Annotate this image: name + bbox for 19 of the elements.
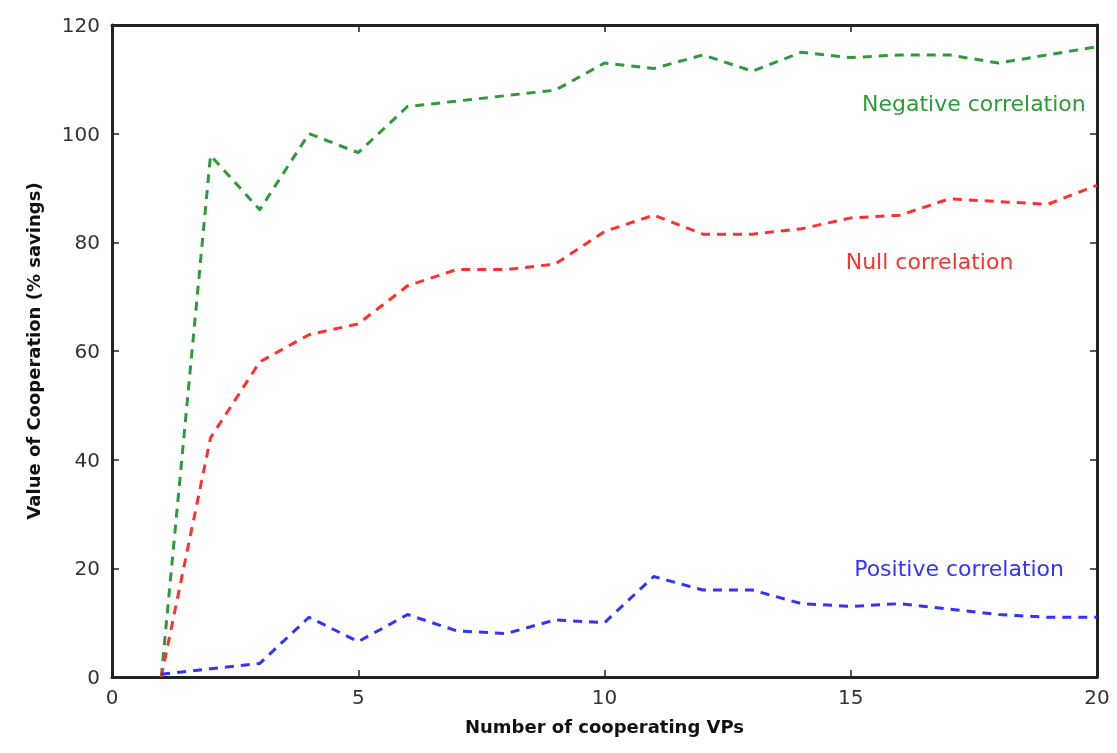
series-label: Positive correlation (854, 555, 1065, 581)
series-label: Null correlation (845, 248, 1014, 274)
x-tick-label: 10 (591, 685, 618, 709)
x-tick-label: 0 (105, 685, 119, 709)
y-tick-label: 20 (74, 556, 100, 581)
y-tick-label: 100 (61, 121, 100, 146)
y-tick-label: 120 (61, 13, 100, 37)
y-tick-label: 80 (74, 230, 100, 255)
line-series (159, 183, 1099, 679)
line-series (159, 574, 1099, 676)
y-tick-label: 0 (87, 665, 100, 689)
x-tick-label: 20 (1084, 685, 1110, 709)
x-tick-label: 15 (838, 685, 864, 709)
x-tick-label: 5 (351, 685, 365, 709)
x-axis-title: Number of cooperating VPs (464, 715, 745, 737)
series-label: Negative correlation (861, 91, 1086, 117)
y-axis-title: Value of Cooperation (% savings) (22, 182, 44, 520)
y-tick-label: 40 (74, 447, 100, 472)
y-tick-label: 60 (74, 339, 100, 363)
